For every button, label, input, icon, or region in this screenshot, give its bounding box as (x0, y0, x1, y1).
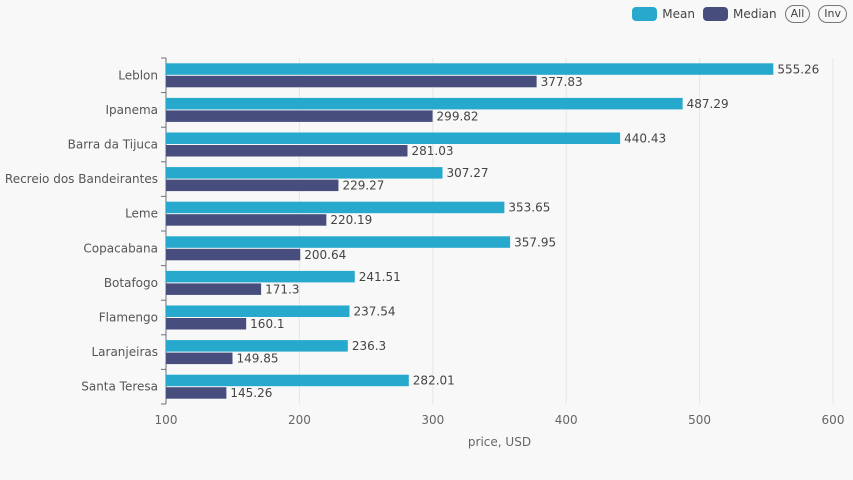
y-tick-label: Ipanema (105, 103, 158, 117)
y-tick-label: Copacabana (83, 241, 158, 255)
data-label: 241.51 (359, 270, 401, 284)
x-axis-title: price, USD (468, 435, 531, 449)
legend-item-mean[interactable]: Mean (632, 7, 695, 21)
data-label: 299.82 (437, 109, 479, 123)
x-tick-label: 400 (555, 413, 578, 427)
x-tick-label: 100 (155, 413, 178, 427)
x-tick-label: 500 (688, 413, 711, 427)
data-label: 171.3 (265, 282, 299, 296)
bar-mean[interactable] (166, 340, 348, 352)
data-label: 282.01 (413, 374, 455, 388)
invert-selection-button[interactable]: Inv (818, 5, 847, 23)
legend-label-mean: Mean (662, 7, 695, 21)
legend-swatch-median (702, 7, 728, 21)
bar-median[interactable] (166, 248, 301, 261)
bar-mean[interactable] (166, 132, 621, 145)
data-label: 160.1 (250, 317, 284, 331)
data-label: 229.27 (342, 179, 384, 193)
bar-median[interactable] (166, 214, 327, 226)
data-label: 487.29 (687, 97, 729, 111)
data-label: 353.65 (508, 201, 550, 215)
y-tick-label: Recreio dos Bandeirantes (5, 172, 158, 186)
x-tick-label: 300 (421, 413, 444, 427)
bar-mean[interactable] (166, 374, 409, 387)
bar-median[interactable] (166, 283, 262, 295)
legend: Mean Median All Inv (632, 5, 847, 23)
data-label: 555.26 (777, 62, 819, 76)
y-tick-label: Barra da Tijuca (68, 138, 158, 152)
data-label: 440.43 (624, 132, 666, 146)
bar-median[interactable] (166, 352, 233, 365)
y-tick-label: Santa Teresa (81, 380, 158, 394)
bar-mean[interactable] (166, 63, 774, 75)
legend-swatch-mean (632, 7, 658, 21)
bar-median[interactable] (166, 75, 537, 88)
data-label: 200.64 (304, 248, 346, 262)
data-label: 236.3 (352, 339, 386, 353)
legend-label-median: Median (732, 7, 777, 21)
data-label: 281.03 (411, 144, 453, 158)
bar-mean[interactable] (166, 97, 683, 110)
bar-mean[interactable] (166, 270, 355, 283)
data-label: 145.26 (230, 386, 272, 400)
select-all-button[interactable]: All (784, 5, 811, 23)
x-tick-label: 200 (288, 413, 311, 427)
bar-mean[interactable] (166, 236, 511, 248)
data-label: 237.54 (353, 305, 395, 319)
bar-median[interactable] (166, 318, 247, 330)
y-tick-label: Laranjeiras (91, 345, 158, 359)
data-label: 307.27 (446, 166, 488, 180)
data-label: 357.95 (514, 235, 556, 249)
y-tick-label: Flamengo (99, 311, 158, 325)
bar-median[interactable] (166, 145, 408, 157)
bar-mean[interactable] (166, 305, 350, 318)
y-tick-label: Leme (125, 207, 158, 221)
bar-mean[interactable] (166, 201, 505, 214)
y-tick-label: Leblon (118, 68, 158, 82)
y-tick-label: Botafogo (104, 276, 158, 290)
bar-mean[interactable] (166, 167, 443, 179)
bar-median[interactable] (166, 179, 339, 192)
data-label: 377.83 (541, 75, 583, 89)
data-label: 220.19 (330, 213, 372, 227)
x-tick-label: 600 (822, 413, 845, 427)
bar-median[interactable] (166, 387, 227, 399)
data-label: 149.85 (236, 352, 278, 366)
bar-median[interactable] (166, 110, 433, 122)
legend-item-median[interactable]: Median (702, 7, 777, 21)
